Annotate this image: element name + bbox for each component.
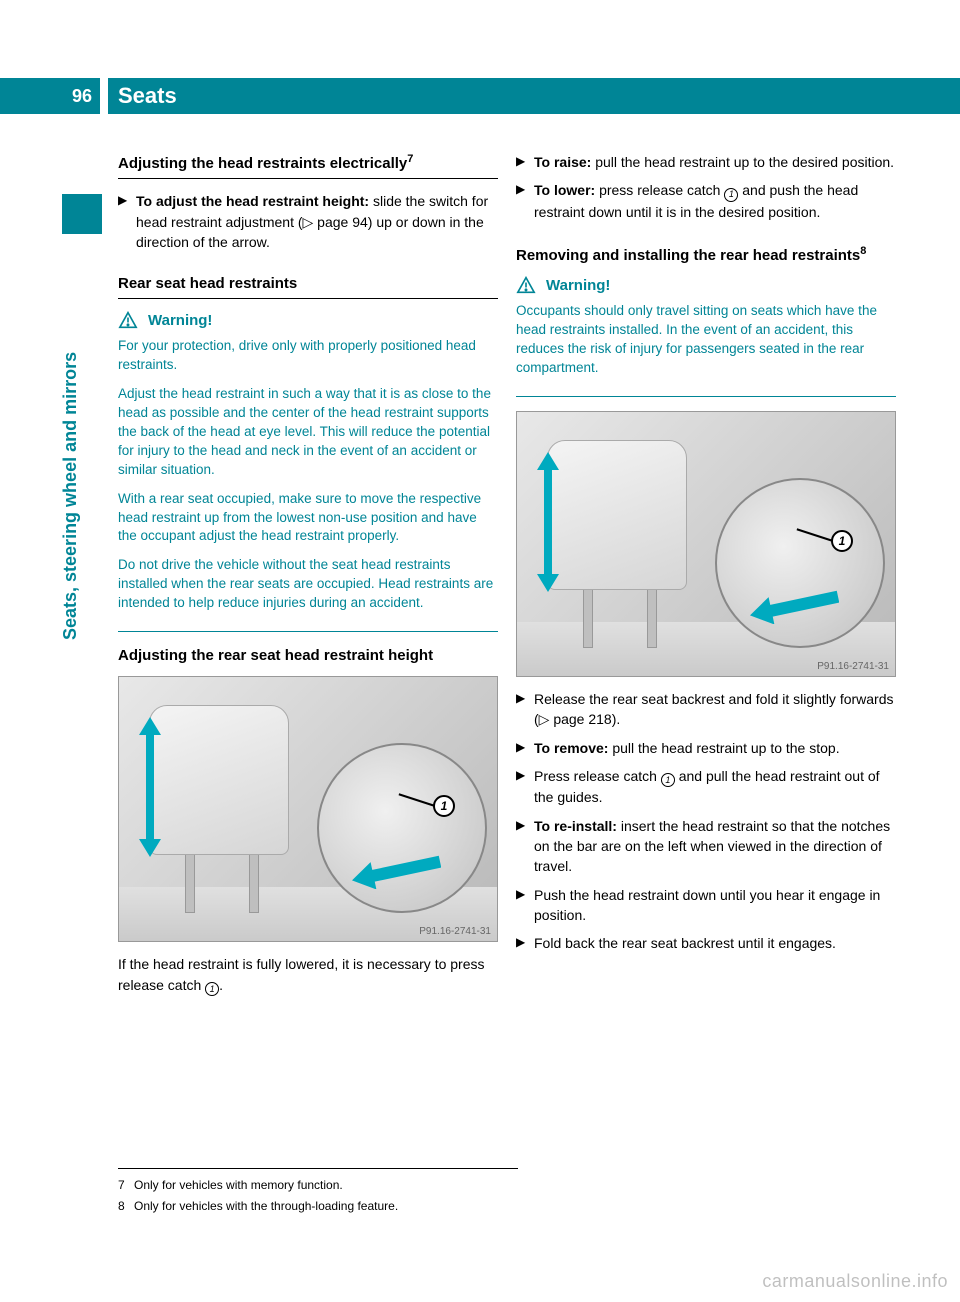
step-text: To re-install: insert the head restraint… (534, 816, 896, 877)
warning-p2: Adjust the head restraint in such a way … (118, 385, 498, 479)
step-text: To lower: press release catch 1 and push… (534, 180, 896, 222)
callout-glyph-1: 1 (724, 188, 738, 202)
step-lead: To remove: (534, 740, 608, 756)
step-text: Push the head restraint down until you h… (534, 885, 896, 926)
step-raise: ▶ To raise: pull the head restraint up t… (516, 152, 896, 172)
heading-adjust-rear-height: Adjusting the rear seat head restraint h… (118, 646, 498, 666)
footnote-num: 7 (118, 1177, 134, 1194)
step-text: Release the rear seat backrest and fold … (534, 689, 896, 730)
step-text: To adjust the head restraint height: sli… (136, 191, 498, 252)
up-down-arrow-icon (535, 452, 561, 592)
push-arrow-icon (351, 853, 441, 889)
right-column: ▶ To raise: pull the head restraint up t… (516, 152, 896, 961)
step-text: Fold back the rear seat backrest until i… (534, 933, 896, 953)
figure-headrest-right: 1 P91.16-2741-31 (516, 411, 896, 677)
figure-callout-1: 1 (831, 530, 853, 552)
side-tab (62, 194, 102, 234)
footnote-num: 8 (118, 1198, 134, 1215)
step-reinstall: ▶ To re-install: insert the head restrai… (516, 816, 896, 877)
step-marker-icon: ▶ (516, 152, 534, 172)
step-fold-back: ▶ Fold back the rear seat backrest until… (516, 933, 896, 953)
footnote-7: 7Only for vehicles with memory function. (118, 1177, 518, 1194)
figure-post (249, 853, 259, 913)
up-down-arrow-icon (137, 717, 163, 857)
heading-text: Removing and installing the rear head re… (516, 247, 860, 264)
footnote-8: 8Only for vehicles with the through-load… (118, 1198, 518, 1215)
figure-inset-circle (715, 478, 885, 648)
page-number: 96 (62, 78, 102, 114)
callout-glyph-1: 1 (205, 982, 219, 996)
step-push-down: ▶ Push the head restraint down until you… (516, 885, 896, 926)
step-rest: pull the head restraint up to the stop. (608, 740, 839, 756)
step-marker-icon: ▶ (516, 738, 534, 758)
step-marker-icon: ▶ (516, 766, 534, 808)
footnotes: 7Only for vehicles with memory function.… (118, 1168, 518, 1219)
step-marker-icon: ▶ (516, 933, 534, 953)
warning-triangle-icon (516, 276, 536, 294)
figure-headrest-left: 1 P91.16-2741-31 (118, 676, 498, 942)
warning-p4: Do not drive the vehicle without the sea… (118, 556, 498, 613)
push-arrow-icon (749, 588, 839, 624)
step-release-backrest: ▶ Release the rear seat backrest and fol… (516, 689, 896, 730)
heading-adjust-electrically: Adjusting the head restraints electrical… (118, 152, 498, 179)
step-press-catch: ▶ Press release catch 1 and pull the hea… (516, 766, 896, 808)
step-marker-icon: ▶ (516, 885, 534, 926)
step-rest: pull the head restraint up to the desire… (591, 154, 894, 170)
step-marker-icon: ▶ (118, 191, 136, 252)
warning-box: Warning! For your protection, drive only… (118, 311, 498, 632)
figure-inset-circle (317, 743, 487, 913)
warning-heading: Warning! (516, 276, 896, 294)
warning-p1: Occupants should only travel sitting on … (516, 302, 896, 378)
footnote-text: Only for vehicles with the through-loadi… (134, 1199, 398, 1213)
callout-glyph-1: 1 (661, 773, 675, 787)
step-marker-icon: ▶ (516, 816, 534, 877)
figure-post (185, 853, 195, 913)
side-section-label: Seats, steering wheel and mirrors (60, 352, 81, 640)
heading-remove-install: Removing and installing the rear head re… (516, 244, 896, 266)
step-text: Press release catch 1 and pull the head … (534, 766, 896, 808)
left-column: Adjusting the head restraints electrical… (118, 152, 498, 1006)
warning-label: Warning! (148, 312, 212, 329)
header-title: Seats (118, 78, 177, 114)
warning-heading: Warning! (118, 311, 498, 329)
heading-text: Adjusting the head restraints electrical… (118, 155, 407, 172)
step-marker-icon: ▶ (516, 689, 534, 730)
step-text: To raise: pull the head restraint up to … (534, 152, 896, 172)
figure-headrest-shape (149, 705, 289, 855)
warning-triangle-icon (118, 311, 138, 329)
step-text: To remove: pull the head restraint up to… (534, 738, 896, 758)
figure-post (647, 588, 657, 648)
warning-p1: For your protection, drive only with pro… (118, 337, 498, 375)
header-gap (100, 78, 108, 114)
figure-headrest-shape (547, 440, 687, 590)
figure-ref-code: P91.16-2741-31 (419, 926, 491, 937)
warning-p3: With a rear seat occupied, make sure to … (118, 490, 498, 547)
footnote-text: Only for vehicles with memory function. (134, 1178, 343, 1192)
text-part: If the head restraint is fully lowered, … (118, 956, 485, 992)
step-lead: To adjust the head restraint height: (136, 193, 369, 209)
step-lead: To lower: (534, 182, 595, 198)
warning-box: Warning! Occupants should only travel si… (516, 276, 896, 397)
step-remove: ▶ To remove: pull the head restraint up … (516, 738, 896, 758)
step-adjust-height: ▶ To adjust the head restraint height: s… (118, 191, 498, 252)
heading-sup: 7 (407, 153, 413, 165)
watermark: carmanualsonline.info (762, 1271, 948, 1292)
step-part-a: Press release catch (534, 768, 661, 784)
step-marker-icon: ▶ (516, 180, 534, 222)
figure-post (583, 588, 593, 648)
step-lead: To re-install: (534, 818, 617, 834)
step-rest-a: press release catch (595, 182, 724, 198)
heading-sup: 8 (860, 245, 866, 257)
step-lower: ▶ To lower: press release catch 1 and pu… (516, 180, 896, 222)
figure-ref-code: P91.16-2741-31 (817, 661, 889, 672)
step-lead: To raise: (534, 154, 591, 170)
text-below-figure: If the head restraint is fully lowered, … (118, 954, 498, 996)
heading-rear-seat: Rear seat head restraints (118, 274, 498, 299)
warning-label: Warning! (546, 277, 610, 294)
